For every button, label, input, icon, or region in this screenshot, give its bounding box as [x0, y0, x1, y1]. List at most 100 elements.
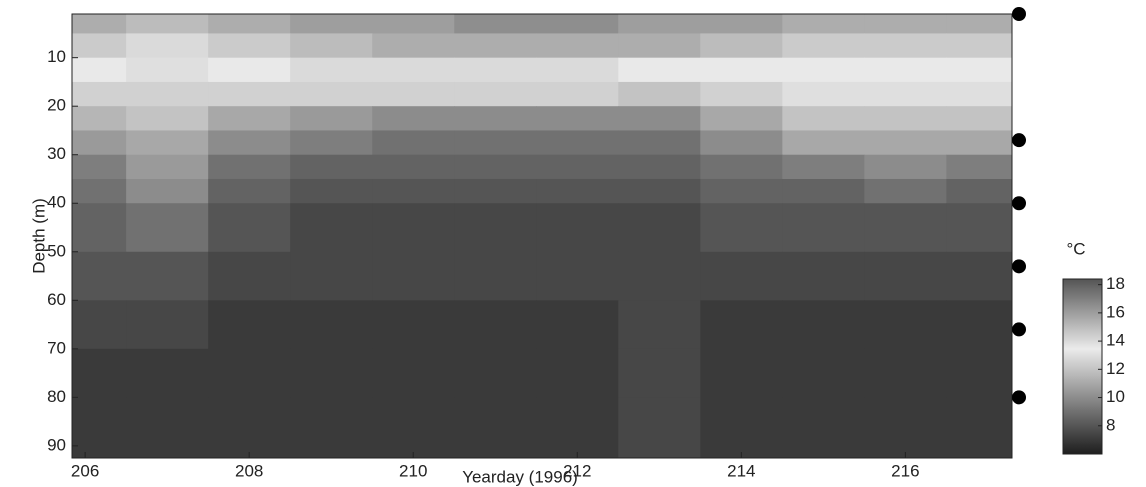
heatmap-cell [782, 251, 865, 301]
y-tick-label: 40 [47, 193, 66, 212]
heatmap-cell [454, 348, 537, 398]
heatmap-cell [618, 33, 701, 59]
colorbar-tick-label: 8 [1106, 415, 1115, 434]
heatmap-cell [72, 300, 127, 350]
heatmap-cell [700, 14, 783, 34]
y-axis-label: Depth (m) [29, 198, 48, 274]
y-tick-label: 10 [47, 47, 66, 66]
heatmap-cell [72, 178, 127, 204]
heatmap-cell [454, 14, 537, 34]
y-tick-label: 60 [47, 290, 66, 309]
heatmap-cell [454, 300, 537, 350]
colorbar [1062, 278, 1103, 455]
heatmap-cell [208, 106, 291, 131]
heatmap-cell [72, 130, 127, 156]
heatmap-cell [782, 203, 865, 253]
heatmap-cell [618, 203, 701, 253]
heatmap-cell [864, 57, 947, 83]
colorbar-tick-label: 16 [1106, 302, 1125, 321]
sensor-marker [1012, 133, 1026, 148]
heatmap-cell [208, 397, 291, 459]
heatmap-cell [618, 14, 701, 34]
heatmap-cell [208, 57, 291, 83]
heatmap-cell [618, 81, 701, 107]
heatmap-cell [946, 14, 1013, 34]
x-tick-label: 206 [71, 461, 99, 480]
heatmap-cell [290, 300, 373, 350]
heatmap-cell [290, 203, 373, 253]
heatmap-cell [864, 178, 947, 204]
heatmap-cell [700, 300, 783, 350]
heatmap-cell [536, 14, 619, 34]
heatmap-cell [372, 33, 455, 59]
colorbar-label: °C [1066, 239, 1085, 258]
heatmap-cell [290, 397, 373, 459]
y-tick-label: 50 [47, 241, 66, 260]
heatmap-cell [372, 397, 455, 459]
sensor-marker [1012, 322, 1026, 337]
heatmap-cell [126, 203, 209, 253]
heatmap-cell [946, 130, 1013, 156]
heatmap-cell [618, 106, 701, 131]
heatmap-cell [72, 397, 127, 459]
y-tick-label: 90 [47, 435, 66, 454]
heatmap-cell [700, 348, 783, 398]
x-tick-label: 212 [563, 461, 591, 480]
heatmap-cell [946, 154, 1013, 180]
heatmap-cell [782, 130, 865, 156]
heatmap-cell [864, 81, 947, 107]
heatmap-cell [208, 178, 291, 204]
heatmap-cell [618, 130, 701, 156]
heatmap-cell [72, 14, 127, 34]
heatmap-cell [618, 300, 701, 350]
heatmap-cell [782, 178, 865, 204]
heatmap-cell [454, 130, 537, 156]
heatmap-cell [72, 251, 127, 301]
sensor-marker [1012, 196, 1026, 211]
heatmap-cell [372, 348, 455, 398]
heatmap-cell [290, 130, 373, 156]
heatmap-cell [290, 14, 373, 34]
heatmap-cell [864, 33, 947, 59]
heatmap-cell [700, 130, 783, 156]
heatmap-cell [946, 251, 1013, 301]
heatmap-cell [782, 81, 865, 107]
heatmap-cell [72, 203, 127, 253]
heatmap-cell [700, 251, 783, 301]
colorbar-tick-label: 14 [1106, 331, 1125, 350]
heatmap-cell [372, 57, 455, 83]
heatmap-cell [208, 33, 291, 59]
heatmap-cell [782, 300, 865, 350]
heatmap-cell [126, 81, 209, 107]
sensor-marker [1012, 7, 1026, 21]
heatmap-cell [208, 300, 291, 350]
heatmap-cell [618, 348, 701, 398]
heatmap-cell [536, 33, 619, 59]
heatmap-cell [946, 57, 1013, 83]
heatmap-cell [782, 33, 865, 59]
heatmap-cell [72, 348, 127, 398]
heatmap-cell [782, 154, 865, 180]
heatmap-cell [290, 33, 373, 59]
heatmap-cell [864, 106, 947, 131]
heatmap-cell [126, 33, 209, 59]
heatmap-cell [864, 154, 947, 180]
heatmap-cell [700, 178, 783, 204]
heatmap-cell [782, 348, 865, 398]
heatmap-cell [536, 106, 619, 131]
heatmap-cell [454, 33, 537, 59]
heatmap-cell [372, 154, 455, 180]
heatmap-cell [864, 300, 947, 350]
plot-frame [71, 13, 1013, 459]
heatmap-cell [454, 154, 537, 180]
heatmap-cell [126, 300, 209, 350]
heatmap-cell [454, 397, 537, 459]
heatmap-cell [372, 130, 455, 156]
heatmap-cell [864, 203, 947, 253]
heatmap-cell [372, 81, 455, 107]
heatmap-cell [536, 251, 619, 301]
x-axis-label: Yearday (1996) [462, 467, 578, 486]
heatmap-cell [782, 397, 865, 459]
heatmap-cell [946, 300, 1013, 350]
